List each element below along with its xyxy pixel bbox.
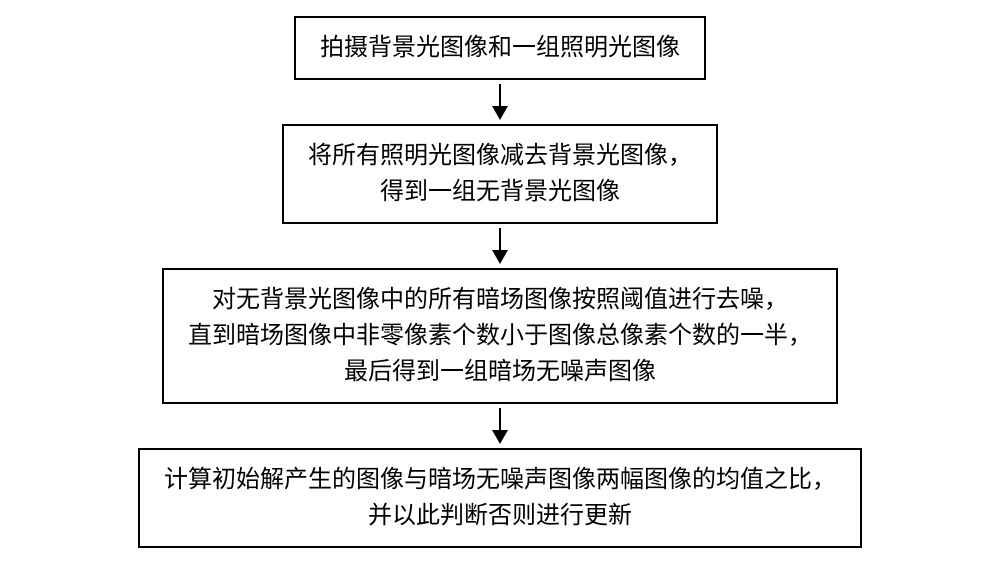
arrow-1 [492, 84, 508, 120]
arrow-head [492, 430, 508, 444]
arrow-head [492, 250, 508, 264]
box-text-line: 计算初始解产生的图像与暗场无噪声图像两幅图像的均值之比， [164, 462, 836, 498]
flowchart-step-3: 对无背景光图像中的所有暗场图像按照阈值进行去噪，直到暗场图像中非零像素个数小于图… [162, 268, 838, 404]
box-text-line: 直到暗场图像中非零像素个数小于图像总像素个数的一半， [188, 318, 812, 354]
arrow-line [499, 408, 501, 430]
flowchart-step-2: 将所有照明光图像减去背景光图像，得到一组无背景光图像 [282, 124, 718, 224]
flowchart-container: 拍摄背景光图像和一组照明光图像 将所有照明光图像减去背景光图像，得到一组无背景光… [0, 16, 1000, 548]
arrow-2 [492, 228, 508, 264]
flowchart-step-1: 拍摄背景光图像和一组照明光图像 [294, 16, 706, 80]
box-text-line: 拍摄背景光图像和一组照明光图像 [320, 30, 680, 66]
box-text-line: 得到一组无背景光图像 [380, 174, 620, 210]
box-text-line: 将所有照明光图像减去背景光图像， [308, 138, 692, 174]
arrow-line [499, 84, 501, 106]
box-text-line: 并以此判断否则进行更新 [368, 498, 632, 534]
box-text-line: 对无背景光图像中的所有暗场图像按照阈值进行去噪， [212, 282, 788, 318]
arrow-line [499, 228, 501, 250]
arrow-3 [492, 408, 508, 444]
arrow-head [492, 106, 508, 120]
box-text-line: 最后得到一组暗场无噪声图像 [344, 354, 656, 390]
flowchart-step-4: 计算初始解产生的图像与暗场无噪声图像两幅图像的均值之比，并以此判断否则进行更新 [138, 448, 862, 548]
